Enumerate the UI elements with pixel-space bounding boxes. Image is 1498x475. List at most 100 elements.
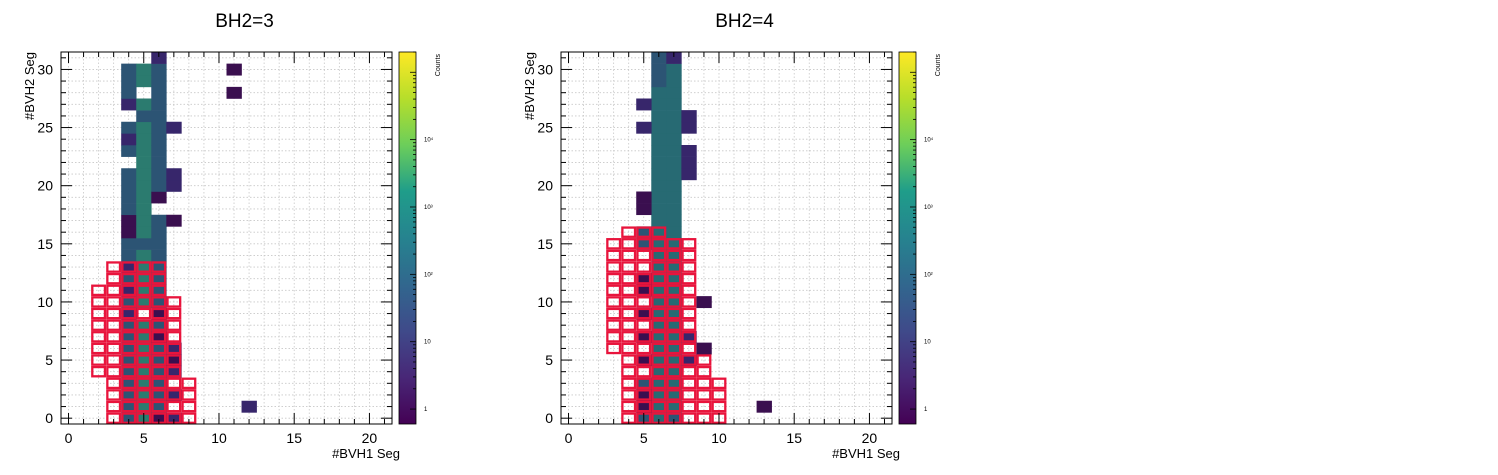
cut-cell: [91, 284, 107, 297]
histogram-bin: [136, 179, 152, 192]
histogram-bin: [636, 191, 652, 204]
cut-cell: [666, 272, 682, 285]
cut-cell: [666, 307, 682, 320]
cut-cell: [666, 284, 682, 297]
histogram-bin: [121, 226, 137, 239]
histogram-bin: [151, 272, 167, 285]
histogram-bin: [681, 145, 697, 157]
y-tick-label: 15: [37, 236, 53, 252]
histogram-bin: [651, 342, 667, 355]
cut-cell: [136, 342, 152, 355]
histogram-bin: [136, 168, 152, 181]
histogram-bin: [151, 319, 167, 332]
histogram-bin: [151, 191, 167, 204]
histogram-bins: [636, 52, 772, 425]
x-tick-label: 10: [711, 430, 727, 446]
histogram-bin: [651, 296, 667, 309]
cut-cell: [621, 249, 637, 262]
cut-cell: [151, 296, 167, 308]
cut-cell: [666, 331, 682, 343]
color-scale-ticks: [910, 51, 916, 410]
cut-cell: [651, 400, 667, 413]
histogram-bin: [681, 156, 697, 169]
histogram-bin: [121, 238, 137, 250]
y-tick-label: 20: [37, 178, 53, 194]
cut-cell: [91, 342, 107, 355]
histogram-bin: [151, 179, 167, 192]
y-tick-label: 5: [545, 352, 553, 368]
histogram-bin: [681, 331, 697, 343]
histogram-bin: [681, 354, 697, 367]
histogram-bin: [136, 63, 152, 76]
histogram-bin: [666, 226, 682, 239]
cut-cell: [606, 238, 622, 250]
cut-cell: [106, 331, 122, 343]
cut-cell: [121, 319, 137, 331]
cut-cell: [121, 331, 137, 343]
cut-cell: [106, 354, 122, 366]
cut-cell: [621, 400, 637, 413]
histogram-bin: [666, 63, 682, 76]
histogram-bin: [121, 203, 137, 216]
histogram-bin: [151, 168, 167, 181]
cut-cell: [121, 354, 137, 366]
z-tick-label: 10: [424, 340, 431, 346]
histogram-panel-bh2-4: BH2=4 0 5 10 15 20 0 5 10 15 20 25 30 #BVH1 Seg #BVH2 …: [500, 0, 1000, 475]
histogram-bin: [151, 354, 167, 367]
cut-cell: [136, 331, 152, 343]
histogram-bin: [666, 284, 682, 297]
histogram-bin: [666, 307, 682, 320]
histogram-bin: [136, 145, 152, 157]
z-tick-label: 10³: [424, 205, 433, 211]
histogram-bin: [666, 261, 682, 274]
axis-ticks: [61, 52, 392, 424]
cut-cell: [151, 389, 167, 401]
cut-cell: [636, 342, 652, 355]
cut-cell: [91, 319, 107, 331]
y-tick-label: 20: [537, 178, 553, 194]
histogram-bin: [136, 400, 152, 413]
cut-cell: [636, 400, 652, 413]
histogram-bin: [666, 249, 682, 262]
cut-cell: [136, 272, 152, 285]
cut-cell: [666, 354, 682, 366]
histogram-bin: [666, 377, 682, 390]
histogram-bin: [651, 156, 667, 169]
histogram-bin: [166, 342, 182, 355]
histogram-bin: [651, 412, 667, 425]
cut-cell: [666, 261, 682, 273]
cut-cell: [666, 400, 682, 413]
histogram-bin: [666, 272, 682, 285]
histogram-bin: [136, 110, 152, 123]
histogram-bin: [151, 214, 167, 227]
cut-cell: [106, 400, 122, 413]
histogram-bin: [651, 203, 667, 216]
cut-cell: [106, 307, 122, 320]
cut-cell: [106, 377, 122, 390]
histogram-bin: [666, 238, 682, 250]
histogram-bin: [136, 75, 152, 88]
histogram-bin: [651, 226, 667, 239]
cut-cell: [636, 272, 652, 285]
histogram-bin: [681, 110, 697, 123]
cut-cell: [106, 272, 122, 285]
histogram-bin: [151, 110, 167, 123]
histogram-bin: [636, 400, 652, 413]
y-tick-label: 25: [537, 120, 553, 136]
histogram-bin: [651, 284, 667, 297]
histogram-bin: [151, 331, 167, 343]
histogram-bin: [136, 365, 152, 378]
histogram-bin: [666, 75, 682, 88]
cut-cell: [121, 284, 137, 297]
histogram-bin: [151, 400, 167, 413]
histogram-bin: [136, 354, 152, 367]
cut-cell: [666, 249, 682, 262]
heatmap-chart-bh2-4: BH2=4 0 5 10 15 20 0 5 10 15 20 25 30 #BVH1 Seg #BVH2 …: [522, 11, 942, 461]
y-tick-label: 25: [37, 120, 53, 136]
cut-cell: [121, 296, 137, 308]
histogram-bin: [166, 179, 182, 192]
cut-cell: [606, 284, 622, 297]
cut-cell: [136, 307, 152, 320]
chart-title: BH2=3: [215, 11, 274, 32]
histogram-bin: [636, 284, 652, 297]
